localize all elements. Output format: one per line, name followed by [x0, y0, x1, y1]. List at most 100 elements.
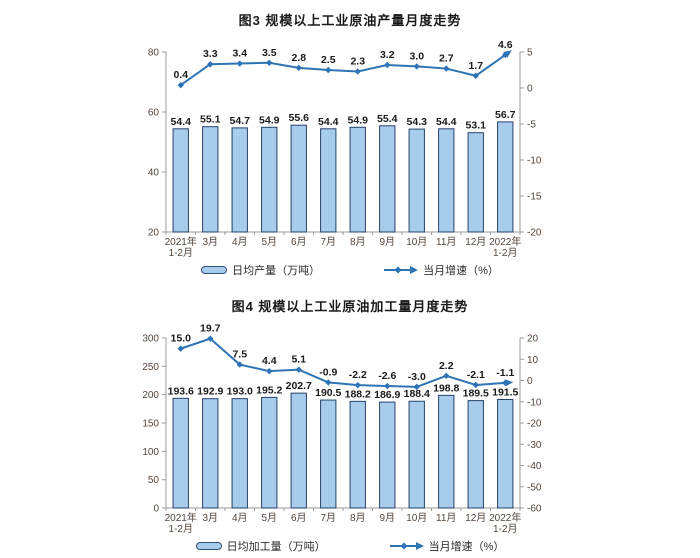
svg-text:193.0: 193.0 [227, 386, 253, 398]
svg-text:56.7: 56.7 [495, 109, 516, 121]
chart-canvas-processing: 0 50 100 150 200 250 300 -60 -50 -40 -30 -20 -10 0 10 2… [142, 323, 542, 535]
svg-text:3.0: 3.0 [409, 50, 424, 62]
svg-text:12月: 12月 [465, 512, 486, 524]
svg-text:2.7: 2.7 [439, 53, 454, 65]
svg-text:-2.6: -2.6 [378, 370, 396, 382]
legend-label-bar: 日均加工量（万吨） [226, 541, 326, 553]
svg-text:3.2: 3.2 [380, 49, 395, 61]
svg-text:250: 250 [142, 362, 159, 373]
svg-text:198.8: 198.8 [433, 382, 459, 394]
line-arrow-icon [389, 542, 424, 550]
svg-text:186.9: 186.9 [374, 389, 400, 401]
line-end-arrow [503, 50, 512, 58]
svg-text:3.5: 3.5 [262, 47, 277, 59]
chart-canvas-production: 20 40 60 80 -20 -15 -10 -5 0 5 2021年 1-2月 3月 4月 5月 6月 7月… [148, 39, 542, 259]
svg-text:10月: 10月 [406, 512, 427, 524]
svg-text:11月: 11月 [436, 236, 456, 248]
svg-text:6月: 6月 [291, 512, 307, 524]
svg-text:189.5: 189.5 [463, 388, 489, 400]
svg-text:-50: -50 [527, 482, 542, 493]
svg-text:2.8: 2.8 [291, 52, 306, 64]
svg-text:5月: 5月 [261, 236, 277, 248]
svg-text:202.7: 202.7 [286, 380, 312, 392]
svg-text:-40: -40 [527, 461, 542, 472]
legend-item-bar-series: 日均产量（万吨） [201, 262, 320, 278]
svg-text:11月: 11月 [436, 512, 456, 524]
bar-series [172, 392, 514, 509]
svg-text:4.6: 4.6 [498, 39, 513, 51]
svg-text:2.3: 2.3 [350, 55, 365, 67]
svg-text:2.5: 2.5 [321, 54, 336, 66]
svg-text:19.7: 19.7 [200, 323, 221, 335]
svg-text:100: 100 [142, 447, 159, 458]
svg-text:9月: 9月 [379, 512, 395, 524]
bar-series [172, 121, 514, 233]
svg-text:53.1: 53.1 [466, 120, 487, 132]
svg-text:1.7: 1.7 [468, 60, 483, 72]
svg-text:-5: -5 [527, 120, 536, 131]
svg-text:4月: 4月 [232, 512, 248, 524]
svg-text:0: 0 [527, 376, 533, 387]
svg-text:8月: 8月 [350, 236, 366, 248]
svg-text:300: 300 [142, 334, 159, 345]
legend-item-bar-series: 日均加工量（万吨） [195, 538, 326, 554]
svg-text:4月: 4月 [232, 236, 248, 248]
legend-item-line-series: 当月增速（%） [389, 538, 504, 554]
svg-text:50: 50 [148, 475, 160, 486]
svg-text:8月: 8月 [350, 512, 366, 524]
svg-text:-2.2: -2.2 [349, 369, 367, 381]
svg-text:10: 10 [527, 355, 539, 366]
svg-text:80: 80 [148, 48, 160, 59]
svg-text:192.9: 192.9 [197, 386, 223, 398]
svg-text:7.5: 7.5 [232, 349, 247, 361]
category-labels: 2021年 1-2月 3月 4月 5月 6月 7月 8月 9月 10月 11月 12月 2022年 1-2… [165, 511, 522, 535]
svg-text:188.4: 188.4 [404, 388, 430, 400]
svg-text:190.5: 190.5 [315, 387, 341, 399]
svg-text:193.6: 193.6 [168, 385, 194, 397]
svg-text:-10: -10 [527, 156, 542, 167]
bar-swatch-icon [195, 542, 222, 550]
line-labels: 15.0 19.7 7.5 4.4 5.1 -0.9 -2.2 -2.6 -3.0 2.2 -2.1… [171, 323, 515, 383]
svg-text:2.2: 2.2 [439, 360, 454, 372]
axes [162, 337, 524, 511]
svg-text:54.4: 54.4 [171, 116, 192, 128]
chart-crude-oil-processing: 图4 规模以上工业原油加工量月度走势 0 50 100 150 200 250 300 -60… [128, 298, 572, 553]
svg-text:200: 200 [142, 390, 159, 401]
chart-title: 图4 规模以上工业原油加工量月度走势 [231, 299, 469, 314]
line-arrow-icon [384, 266, 419, 274]
svg-text:4.4: 4.4 [262, 355, 277, 367]
svg-text:195.2: 195.2 [256, 384, 282, 396]
svg-text:-60: -60 [527, 504, 542, 515]
svg-text:40: 40 [148, 168, 160, 179]
svg-text:-0.9: -0.9 [319, 366, 337, 378]
chart-crude-oil-production: 图3 规模以上工业原油产量月度走势 20 40 60 80 -20 -15 -10 -5 0 5 2… [128, 12, 572, 277]
bar-labels: 54.4 55.1 54.7 54.9 55.6 54.4 54.9 55.4 54.3 54.4… [171, 109, 516, 132]
svg-text:-20: -20 [527, 419, 542, 430]
svg-text:188.2: 188.2 [345, 388, 371, 400]
bar-swatch-icon [201, 266, 228, 274]
chart-legend: 日均产量（万吨） 当月增速（%） [128, 263, 572, 277]
svg-text:54.4: 54.4 [436, 116, 457, 128]
legend-label-bar: 日均产量（万吨） [232, 265, 321, 277]
svg-text:54.3: 54.3 [407, 116, 428, 128]
svg-text:55.6: 55.6 [289, 112, 310, 124]
svg-text:3月: 3月 [202, 236, 218, 248]
svg-text:3.4: 3.4 [232, 48, 247, 60]
category-labels: 2021年 1-2月 3月 4月 5月 6月 7月 8月 9月 10月 11月 12月 2022年 1-2… [165, 235, 522, 259]
svg-text:-1.1: -1.1 [496, 367, 514, 379]
svg-text:15.0: 15.0 [171, 333, 192, 345]
svg-text:7月: 7月 [320, 236, 336, 248]
svg-text:9月: 9月 [379, 236, 395, 248]
svg-text:12月: 12月 [465, 236, 486, 248]
chart-title: 图3 规模以上工业原油产量月度走势 [238, 13, 462, 28]
svg-text:0.4: 0.4 [173, 69, 188, 81]
svg-text:55.4: 55.4 [377, 113, 398, 125]
line-labels: 0.4 3.3 3.4 3.5 2.8 2.5 2.3 3.2 3.0 2.7 1.7 4.6 [173, 39, 512, 81]
svg-text:7月: 7月 [320, 512, 336, 524]
svg-text:20: 20 [148, 228, 160, 239]
